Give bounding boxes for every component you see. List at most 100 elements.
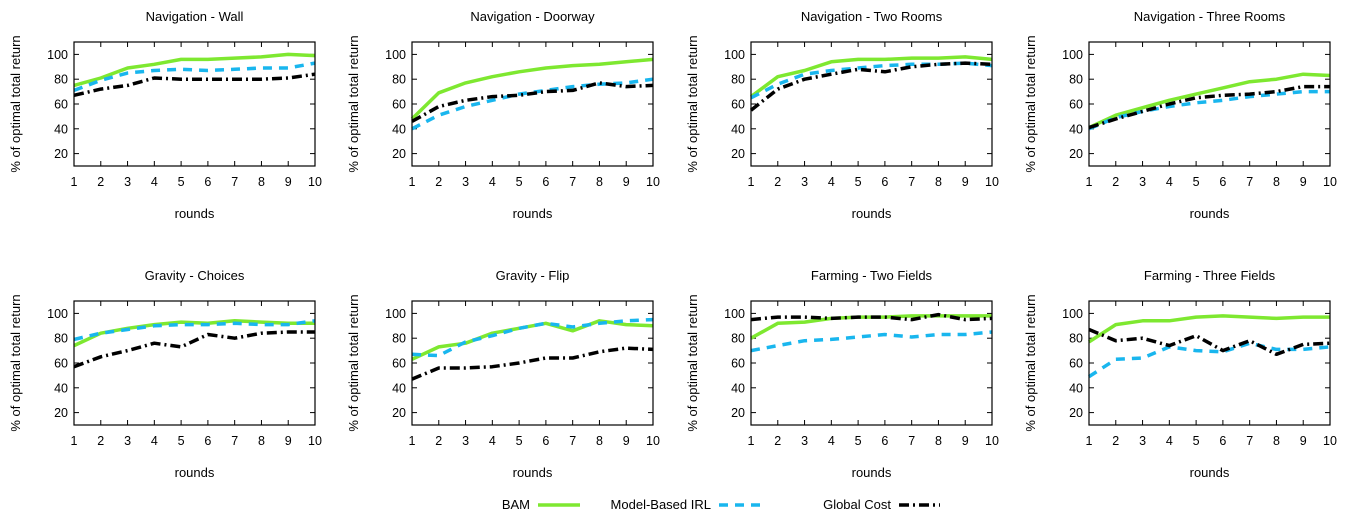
x-tick-label: 3	[462, 175, 469, 189]
x-tick-label: 9	[623, 175, 630, 189]
x-tick-label: 8	[935, 175, 942, 189]
legend-label-bam: BAM	[502, 497, 530, 512]
x-tick-label: 3	[124, 434, 131, 448]
series-line-model-based-irl	[750, 330, 993, 353]
y-tick-label: 20	[731, 147, 745, 161]
x-tick-label: 9	[962, 175, 969, 189]
x-tick-label: 5	[178, 434, 185, 448]
series-line-bam	[749, 55, 993, 99]
y-tick-label: 80	[1069, 73, 1083, 87]
plot-frame	[73, 41, 316, 167]
x-tick-label: 10	[308, 434, 322, 448]
series-line-global-cost	[1088, 327, 1331, 357]
y-tick-label: 40	[392, 122, 406, 136]
x-tick-label: 4	[489, 434, 496, 448]
plot-frame	[411, 41, 654, 167]
series-line-global-cost	[749, 61, 993, 112]
x-tick-label: 3	[1139, 434, 1146, 448]
x-tick-label: 2	[1112, 434, 1119, 448]
y-tick-label: 80	[392, 332, 406, 346]
x-tick-label: 5	[1193, 175, 1200, 189]
x-tick-label: 3	[1139, 175, 1146, 189]
y-tick-label: 100	[724, 307, 745, 321]
x-tick-label: 8	[258, 434, 265, 448]
y-tick-label: 60	[731, 98, 745, 112]
y-tick-label: 60	[392, 98, 406, 112]
y-tick-label: 40	[731, 122, 745, 136]
y-tick-label: 60	[1069, 357, 1083, 371]
x-tick-label: 5	[1193, 434, 1200, 448]
x-tick-label: 5	[516, 175, 523, 189]
x-tick-label: 5	[516, 434, 523, 448]
y-tick-label: 40	[731, 381, 745, 395]
y-axis-label: % of optimal total return	[346, 35, 361, 172]
x-tick-label: 2	[774, 434, 781, 448]
x-tick-label: 7	[569, 434, 576, 448]
x-tick-label: 2	[97, 175, 104, 189]
x-tick-label: 4	[151, 434, 158, 448]
x-tick-label: 1	[1086, 434, 1093, 448]
x-tick-label: 3	[124, 175, 131, 189]
y-tick-label: 20	[54, 406, 68, 420]
y-tick-label: 20	[1069, 406, 1083, 420]
x-tick-label: 4	[489, 175, 496, 189]
plot-frame	[1088, 41, 1331, 167]
x-axis-label: rounds	[175, 465, 215, 480]
x-tick-label: 10	[1323, 175, 1337, 189]
panel-farming-three-fields: Farming - Three Fields 20 40 60 80 100 1 2 3 4 5 6 7…	[1023, 268, 1337, 480]
y-tick-label: 20	[731, 406, 745, 420]
series-line-global-cost	[73, 330, 315, 369]
x-tick-label: 8	[1273, 434, 1280, 448]
x-tick-label: 10	[646, 434, 660, 448]
plot-frame	[411, 300, 654, 426]
panel-title: Navigation - Two Rooms	[801, 9, 943, 24]
x-tick-label: 1	[748, 434, 755, 448]
x-tick-label: 8	[935, 434, 942, 448]
y-axis-label: % of optimal total return	[685, 35, 700, 172]
x-tick-label: 7	[908, 434, 915, 448]
x-tick-label: 2	[435, 434, 442, 448]
y-tick-label: 100	[47, 48, 68, 62]
x-tick-label: 2	[1112, 175, 1119, 189]
panel-navigation-doorway: Navigation - Doorway 20 40 60 80 100 1 2 3 4 5 6 7 8 9…	[346, 9, 660, 221]
y-axis-label: % of optimal total return	[1023, 294, 1038, 431]
x-tick-label: 6	[542, 434, 549, 448]
panel-title: Gravity - Choices	[145, 268, 245, 283]
panel-title: Farming - Two Fields	[811, 268, 933, 283]
x-tick-label: 10	[646, 175, 660, 189]
x-tick-label: 7	[231, 175, 238, 189]
x-tick-label: 10	[985, 434, 999, 448]
x-tick-label: 7	[1246, 175, 1253, 189]
series-line-bam	[1088, 72, 1331, 130]
y-tick-label: 80	[392, 73, 406, 87]
x-tick-label: 2	[97, 434, 104, 448]
panel-farming-two-fields: Farming - Two Fields 20 40 60 80 100 1 2 3 4 5 6 7 8 9…	[685, 268, 999, 480]
x-tick-label: 9	[285, 434, 292, 448]
y-tick-label: 100	[1062, 48, 1083, 62]
x-tick-label: 4	[828, 175, 835, 189]
plot-frame	[750, 41, 993, 167]
x-tick-label: 6	[542, 175, 549, 189]
x-tick-label: 6	[204, 175, 211, 189]
plot-frame	[73, 300, 316, 426]
x-tick-label: 5	[855, 434, 862, 448]
x-tick-label: 6	[1219, 175, 1226, 189]
y-tick-label: 20	[392, 147, 406, 161]
x-tick-label: 4	[151, 175, 158, 189]
y-tick-label: 100	[47, 307, 68, 321]
chart-panels: Navigation - Wall 20 40 60 80 100 1 2 3 4 5 6 7 8 9 10 r…	[8, 9, 1337, 480]
x-tick-label: 5	[178, 175, 185, 189]
x-tick-label: 1	[71, 175, 78, 189]
y-axis-label: % of optimal total return	[346, 294, 361, 431]
panel-title: Farming - Three Fields	[1144, 268, 1276, 283]
x-tick-label: 10	[985, 175, 999, 189]
series-line-global-cost	[411, 81, 654, 123]
y-tick-label: 40	[392, 381, 406, 395]
x-tick-label: 4	[1166, 175, 1173, 189]
y-tick-label: 80	[1069, 332, 1083, 346]
series-line-global-cost	[1088, 84, 1330, 130]
x-tick-label: 8	[258, 175, 265, 189]
x-axis-label: rounds	[852, 206, 892, 221]
x-axis-label: rounds	[513, 465, 553, 480]
y-tick-label: 40	[54, 381, 68, 395]
